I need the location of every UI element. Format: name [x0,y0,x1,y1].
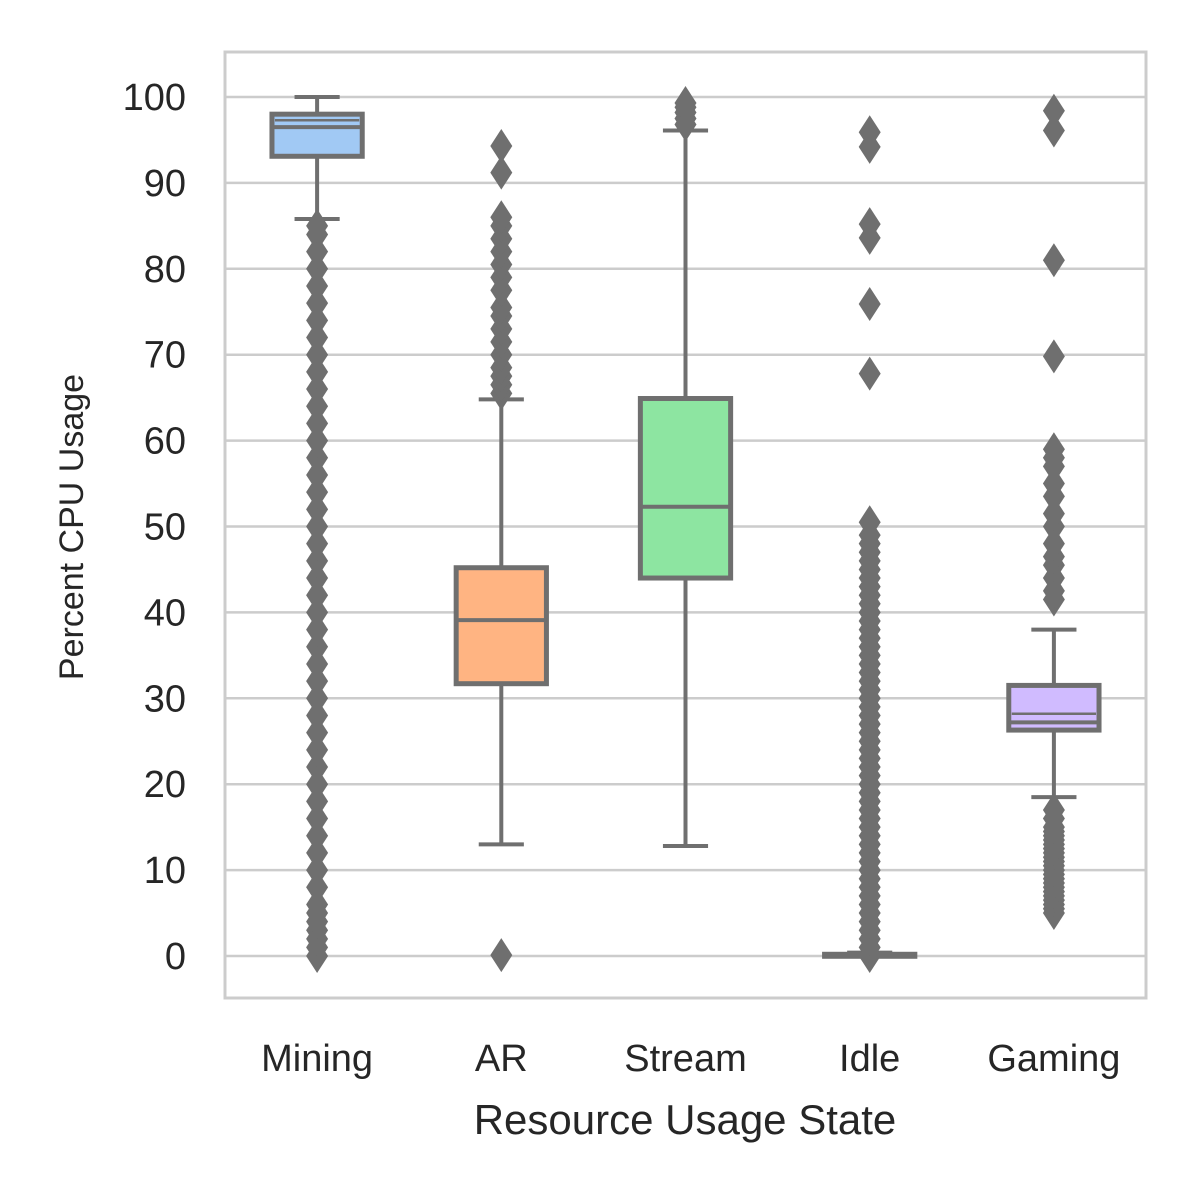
outlier-mining [306,887,329,922]
outlier-ar [490,155,513,190]
plot-frame [223,50,1148,1000]
y-tick-label-80: 80 [144,249,186,291]
y-tick-label-70: 70 [144,335,186,377]
x-tick-label-idle: Idle [839,1038,900,1080]
x-tick-label-gaming: Gaming [987,1038,1120,1080]
outlier-mining [306,268,329,303]
box-ar [453,128,549,973]
outlier-mining [306,561,329,596]
box-stream [637,86,734,849]
outlier-mining [306,251,329,286]
y-tick-label-0: 0 [165,936,186,978]
outlier-idle [858,287,881,322]
outlier-gaming [1042,496,1065,531]
outlier-mining [306,681,329,716]
outlier-mining [306,320,329,355]
y-tick-label-30: 30 [144,678,186,720]
outlier-gaming [1042,466,1065,501]
x-tick-label-stream: Stream [624,1038,746,1080]
x-axis-label: Resource Usage State [474,1096,897,1143]
outlier-ar [490,200,513,235]
box-mining [269,95,365,973]
outlier-mining [306,509,329,544]
outlier-ar [490,938,513,973]
y-tick-label-60: 60 [144,421,186,463]
y-tick-label-50: 50 [144,507,186,549]
outlier-gaming [1042,243,1065,278]
outlier-mining [306,784,329,819]
outlier-mining [306,526,329,561]
outlier-mining [306,853,329,888]
box-gaming [1006,93,1102,931]
outlier-mining [306,337,329,372]
outlier-mining [306,286,329,321]
outlier-ar [490,128,513,163]
y-tick-label-100: 100 [123,77,186,119]
outlier-mining [306,664,329,699]
outlier-mining [306,423,329,458]
outlier-gaming [1042,339,1065,374]
outlier-mining [306,234,329,269]
outlier-idle [858,356,881,391]
outlier-mining [306,440,329,475]
box-series [269,86,1102,973]
outlier-mining [306,750,329,785]
outlier-mining [306,303,329,338]
y-tick-labels: 0 10 20 30 40 50 60 70 80 90 100 [123,77,186,978]
y-axis-label: Percent CPU Usage [53,374,91,680]
outlier-mining [306,475,329,510]
outlier-mining [306,406,329,441]
outlier-stream [674,86,697,121]
outlier-mining [306,457,329,492]
y-tick-label-20: 20 [144,764,186,806]
outlier-ar [490,290,513,325]
outlier-idle [858,505,881,540]
outlier-mining [306,492,329,527]
outlier-mining [306,389,329,424]
outlier-mining [306,595,329,630]
outlier-gaming [1042,93,1065,128]
outlier-mining [306,698,329,733]
box-body-ar [453,565,549,687]
outlier-idle [858,207,881,242]
outlier-gaming [1042,792,1065,827]
y-tick-label-10: 10 [144,850,186,892]
box-idle [822,115,918,973]
outlier-mining [306,629,329,664]
outlier-mining [306,646,329,681]
outlier-mining [306,612,329,647]
outlier-mining [306,354,329,389]
outlier-mining [306,818,329,853]
outlier-mining [306,870,329,905]
outlier-mining [306,767,329,802]
y-tick-label-40: 40 [144,592,186,634]
outlier-mining [306,715,329,750]
outlier-mining [306,543,329,578]
outlier-mining [306,801,329,836]
outlier-gaming [1042,113,1065,148]
x-tick-label-mining: Mining [261,1038,373,1080]
outlier-mining [306,732,329,767]
x-tick-labels: Mining AR Stream Idle Gaming [261,1038,1120,1080]
outlier-mining [306,208,329,243]
x-tick-label-ar: AR [475,1038,528,1080]
outlier-gaming [1042,526,1065,561]
outlier-gaming [1042,432,1065,467]
outlier-mining [306,835,329,870]
outlier-mining [306,372,329,407]
y-tick-label-90: 90 [144,163,186,205]
outlier-idle [858,115,881,150]
box-body-stream [637,396,734,581]
outlier-mining [306,578,329,613]
